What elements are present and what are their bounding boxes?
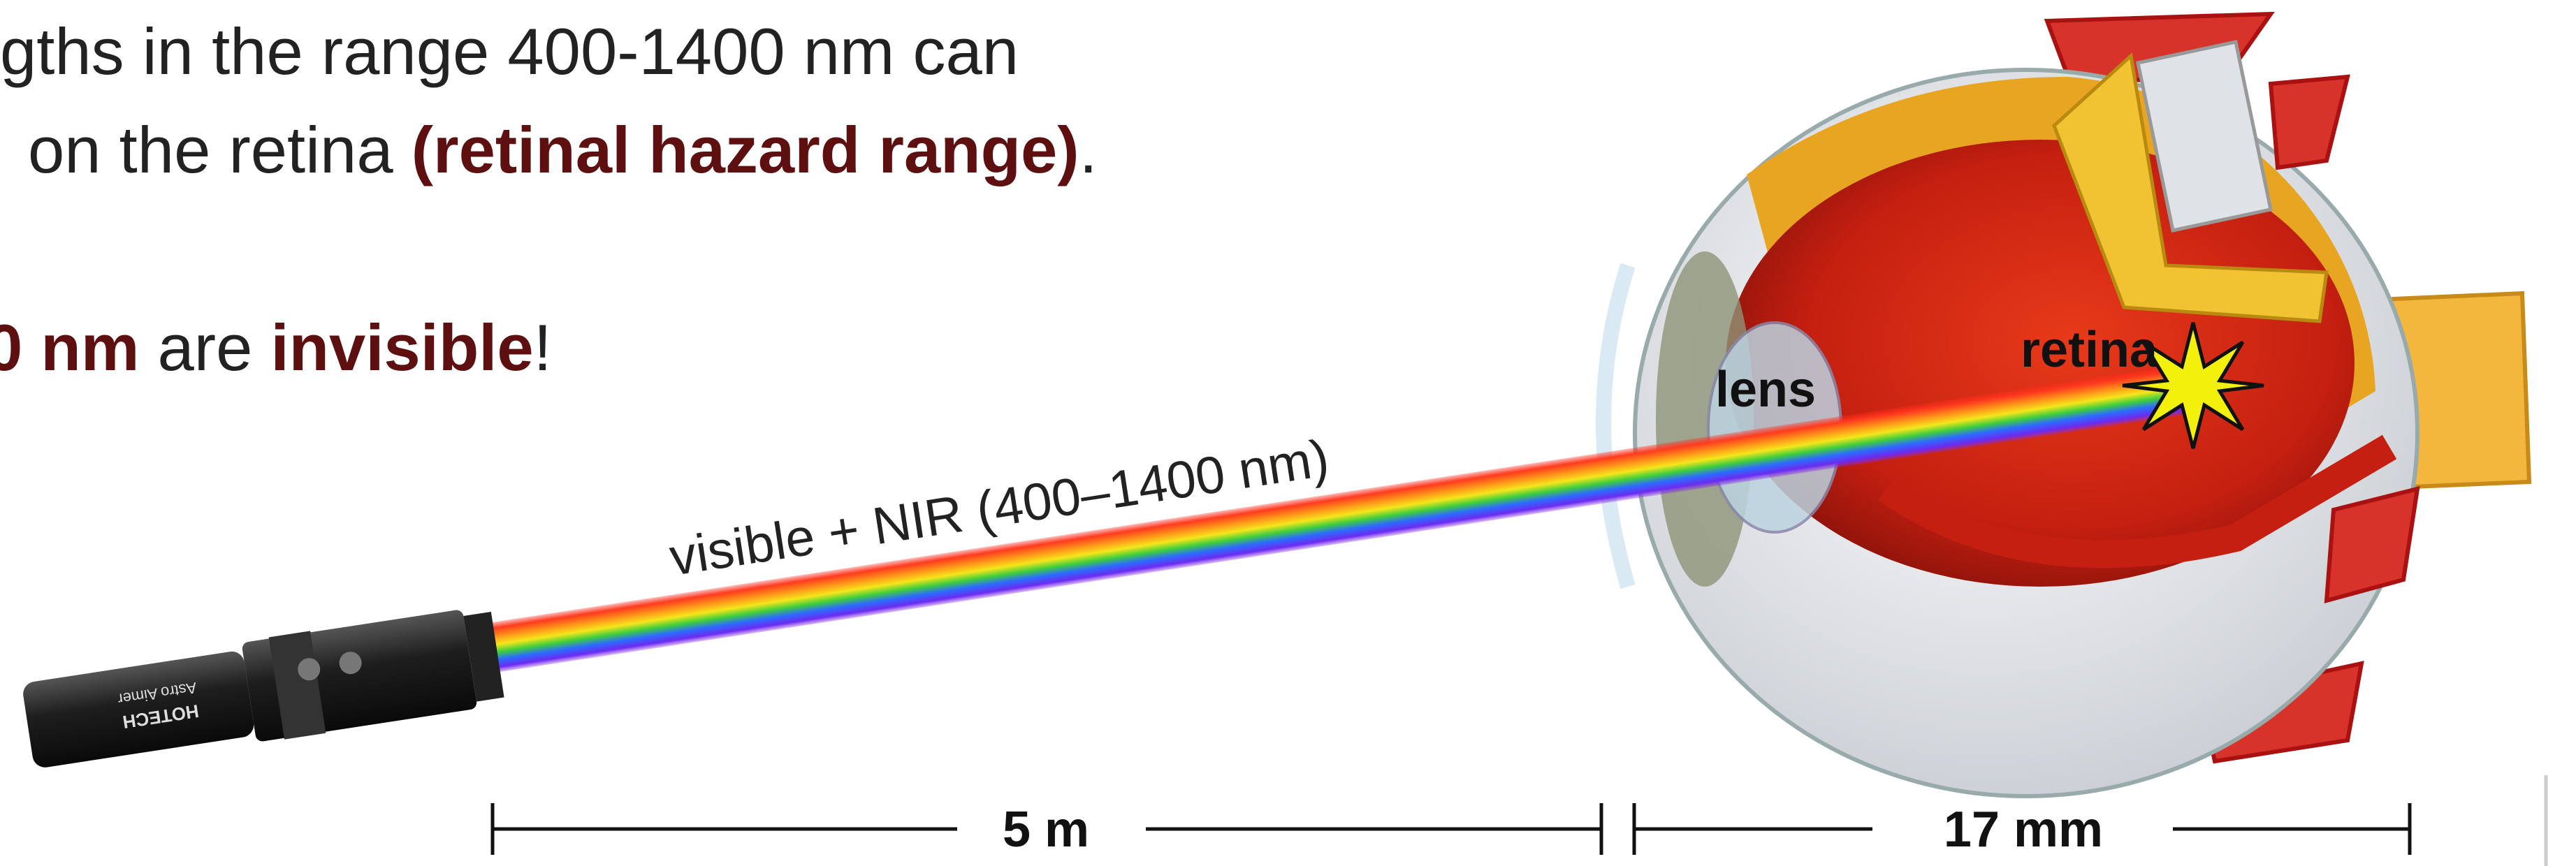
lens-label: lens bbox=[1715, 362, 1816, 418]
scale-label: 17 mm bbox=[1944, 802, 2103, 858]
text-line: 0 nm are invisible! bbox=[0, 311, 552, 384]
text-line: gths in the range 400-1400 nm can bbox=[0, 15, 1019, 88]
text: . bbox=[1079, 113, 1098, 186]
retina-burst bbox=[2122, 322, 2264, 449]
scale-label: 5 m bbox=[1003, 802, 1089, 858]
text: are bbox=[139, 311, 270, 384]
scale-bars bbox=[490, 775, 2548, 866]
emphasis: (retinal hazard range) bbox=[412, 113, 1079, 186]
text: on the retina bbox=[28, 113, 412, 186]
beam-band bbox=[481, 364, 2190, 674]
emphasis: invisible bbox=[271, 311, 534, 384]
retina-label: retina bbox=[2021, 322, 2158, 378]
emphasis: 0 nm bbox=[0, 311, 139, 384]
text: ! bbox=[534, 311, 552, 384]
laser-pointer: HOTECH Astro Aimer bbox=[23, 610, 504, 768]
beam bbox=[481, 364, 2190, 674]
text-line: on the retina (retinal hazard range). bbox=[28, 113, 1098, 186]
